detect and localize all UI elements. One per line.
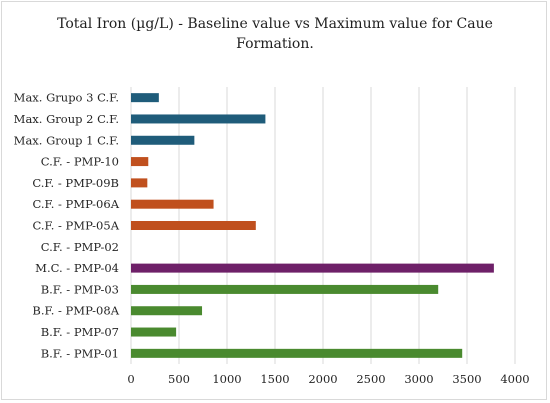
y-tick-label: C.F. - PMP-05A: [32, 219, 119, 233]
chart-title: Total Iron (µg/L) - Baseline value vs Ma…: [0, 14, 550, 54]
bar: [131, 327, 177, 337]
y-tick-label: Max. Group 1 C.F.: [14, 133, 119, 147]
y-tick-label: C.F. - PMP-09B: [32, 176, 119, 190]
x-tick-label: 1500: [260, 372, 289, 386]
y-tick-label: C.F. - PMP-02: [41, 240, 119, 254]
y-tick-label: Max. Grupo 3 C.F.: [14, 91, 119, 105]
y-tick-label: B.F. - PMP-08A: [32, 304, 119, 318]
x-tick-label: 0: [127, 372, 134, 386]
y-tick-label: Max. Group 2 C.F.: [14, 112, 119, 126]
x-tick-label: 4000: [500, 372, 529, 386]
bar: [131, 348, 463, 358]
chart-title-line2: Formation.: [236, 36, 314, 52]
y-tick-label: M.C. - PMP-04: [35, 261, 119, 275]
y-tick-label: B.F. - PMP-01: [41, 346, 119, 360]
x-tick-label: 1000: [212, 372, 241, 386]
x-tick-label: 3000: [404, 372, 433, 386]
bar: [131, 93, 159, 103]
y-tick-label: B.F. - PMP-03: [41, 282, 119, 296]
bar: [131, 306, 203, 316]
bar: [131, 199, 214, 209]
bar: [131, 114, 266, 124]
bar: [131, 157, 149, 167]
x-tick-label: 2500: [356, 372, 385, 386]
x-tick-label: 3500: [452, 372, 481, 386]
chart-title-line1: Total Iron (µg/L) - Baseline value vs Ma…: [57, 16, 493, 32]
y-tick-label: B.F. - PMP-07: [41, 325, 119, 339]
bar: [131, 135, 195, 145]
bar: [131, 284, 439, 294]
x-tick-label: 2000: [308, 372, 337, 386]
y-tick-label: C.F. - PMP-10: [41, 155, 119, 169]
x-tick-label: 500: [168, 372, 190, 386]
bar: [131, 221, 256, 230]
y-tick-label: C.F. - PMP-06A: [32, 197, 119, 211]
bar: [131, 178, 148, 188]
bar: [131, 263, 494, 273]
